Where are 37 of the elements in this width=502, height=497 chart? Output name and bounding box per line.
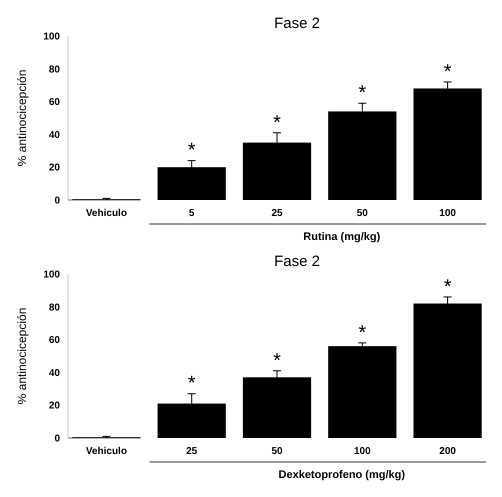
y-tick-label: 60 [48, 335, 60, 346]
chart-title: Fase 2 [274, 253, 320, 270]
x-tick-label: 100 [354, 446, 372, 457]
y-tick-label: 40 [48, 130, 60, 141]
annotation: * [444, 60, 452, 83]
y-tick-label: 80 [48, 302, 60, 314]
annotation: * [188, 372, 196, 395]
annotation: * [188, 140, 196, 162]
y-axis-title: % antinocicepción [15, 308, 29, 404]
x-tick-label: 50 [356, 208, 368, 219]
x-tick-label: Vehiculo [86, 208, 127, 219]
x-tick-label: 5 [188, 208, 195, 219]
y-tick-label: 0 [54, 434, 60, 444]
bar [328, 346, 396, 438]
annotation: * [444, 276, 452, 298]
chart-title: Fase 2 [274, 15, 320, 32]
x-tick-label: 25 [186, 446, 198, 457]
y-tick-label: 0 [54, 196, 60, 206]
y-tick-label: 20 [48, 162, 60, 174]
y-tick-label: 20 [48, 400, 60, 412]
y-tick-label: 80 [48, 64, 60, 76]
x-axis-title: Rutina (mg/kg) [303, 231, 381, 243]
x-tick-label: 200 [439, 446, 456, 457]
x-tick-label: 100 [439, 208, 456, 219]
annotation: * [358, 82, 366, 104]
y-tick-label: 40 [48, 368, 60, 379]
annotation: * [273, 350, 282, 372]
x-axis-title: Dexketoprofeno (mg/kg) [278, 469, 406, 481]
x-tick-label: 50 [271, 446, 283, 457]
x-tick-label: Vehiculo [86, 446, 127, 457]
annotation: * [273, 112, 282, 134]
y-tick-label: 100 [43, 32, 60, 42]
y-tick-label: 100 [43, 270, 60, 280]
x-tick-label: 25 [271, 208, 283, 219]
y-tick-label: 60 [48, 97, 60, 108]
y-axis-title: % antinocicepción [15, 70, 29, 166]
annotation: * [358, 322, 366, 344]
